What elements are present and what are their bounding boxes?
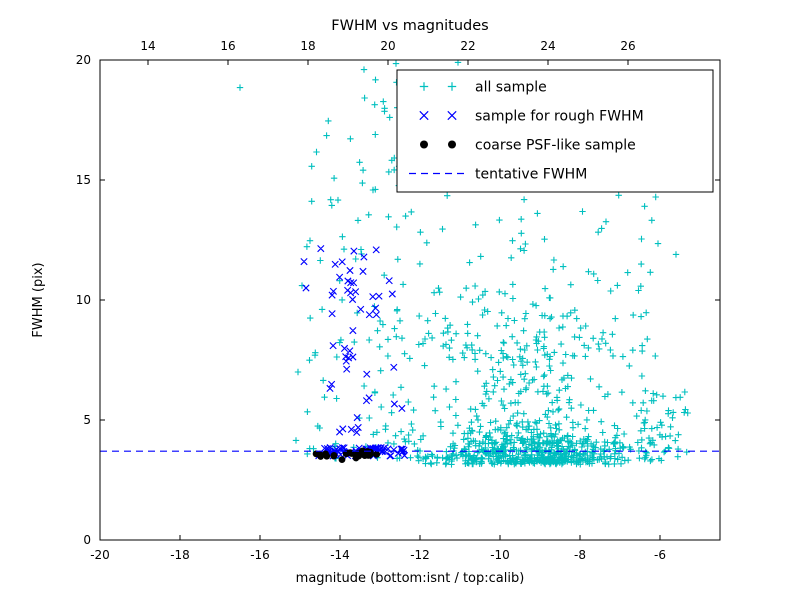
top-tick-label: 26 bbox=[620, 39, 635, 53]
top-axis: 14 16 18 20 22 24 26 bbox=[140, 39, 636, 65]
legend-box bbox=[396, 69, 714, 193]
legend-entry: all sample bbox=[419, 80, 547, 96]
legend-entry: coarse PSF-like sample bbox=[420, 138, 636, 154]
top-tick-label: 22 bbox=[460, 39, 475, 53]
x-tick-label: -16 bbox=[250, 548, 270, 562]
plus-marker-icon bbox=[419, 82, 429, 91]
x-marker-icon bbox=[447, 110, 457, 121]
y-tick-label: 10 bbox=[76, 293, 91, 307]
top-tick-label: 16 bbox=[220, 39, 235, 53]
series-all-sample bbox=[236, 60, 691, 468]
y-tick-label: 5 bbox=[83, 413, 91, 427]
legend-label: sample for rough FWHM bbox=[475, 109, 644, 125]
y-axis: 0 5 10 15 20 bbox=[76, 53, 720, 547]
top-tick-label: 14 bbox=[140, 39, 155, 53]
legend-label: coarse PSF-like sample bbox=[475, 138, 636, 154]
x-tick-label: -10 bbox=[490, 548, 510, 562]
legend: all sample sample for rough FWHM coarse PS… bbox=[396, 69, 714, 193]
x-axis: -20 -18 -16 -14 -12 -10 -8 -6 bbox=[90, 535, 666, 562]
legend-label: all sample bbox=[475, 80, 547, 96]
x-tick-label: -12 bbox=[410, 548, 430, 562]
legend-entry: tentative FWHM bbox=[409, 167, 587, 183]
x-tick-label: -8 bbox=[574, 548, 586, 562]
dot-marker-icon bbox=[420, 140, 428, 149]
y-axis-label: FWHM (pix) bbox=[31, 262, 46, 337]
x-marker-icon bbox=[419, 110, 429, 121]
x-tick-label: -14 bbox=[330, 548, 350, 562]
y-tick-label: 15 bbox=[76, 173, 91, 187]
plus-marker-icon bbox=[447, 82, 457, 91]
dot-marker-icon bbox=[448, 140, 456, 149]
top-tick-label: 18 bbox=[300, 39, 315, 53]
top-tick-label: 20 bbox=[380, 39, 395, 53]
chart-title: FWHM vs magnitudes bbox=[331, 18, 488, 34]
y-tick-label: 20 bbox=[76, 53, 91, 67]
series-coarse-psf-like-sample bbox=[312, 447, 381, 463]
x-axis-label: magnitude (bottom:isnt / top:calib) bbox=[296, 571, 525, 586]
legend-entry: sample for rough FWHM bbox=[419, 109, 644, 125]
y-tick-label: 0 bbox=[83, 533, 91, 547]
legend-label: tentative FWHM bbox=[475, 167, 587, 183]
top-tick-label: 24 bbox=[540, 39, 555, 53]
x-tick-label: -6 bbox=[654, 548, 666, 562]
x-tick-label: -18 bbox=[170, 548, 190, 562]
x-tick-label: -20 bbox=[90, 548, 110, 562]
